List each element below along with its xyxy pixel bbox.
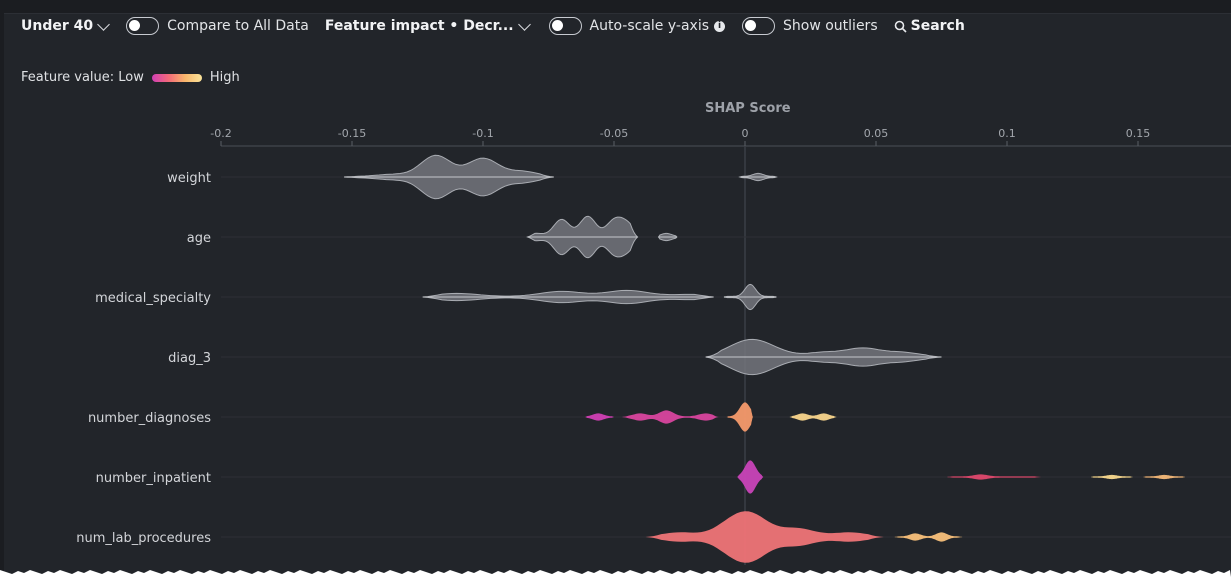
sort-label: Feature impact • Decr... [324, 18, 514, 34]
violin-shape[interactable] [585, 413, 614, 421]
compare-toggle[interactable] [126, 17, 160, 35]
legend-low-label: Feature value: Low [21, 70, 144, 85]
search-icon [894, 20, 907, 33]
feature-value-legend: Feature value: Low High [21, 70, 240, 85]
x-tick-label: -0.1 [472, 127, 493, 140]
autoscale-toggle[interactable] [548, 17, 582, 35]
legend-high-label: High [209, 70, 240, 85]
chevron-down-icon [517, 17, 531, 31]
x-tick-label: -0.05 [600, 127, 628, 140]
violin-shape[interactable] [1143, 474, 1186, 480]
toggle-knob [745, 20, 757, 31]
violin-shape[interactable] [645, 511, 884, 563]
compare-toggle-group[interactable]: Compare to All Data [126, 17, 309, 35]
toggle-knob [551, 20, 563, 31]
violin-shape[interactable] [737, 460, 764, 494]
x-tick-label: -0.15 [338, 127, 366, 140]
autoscale-toggle-group[interactable]: Auto-scale y-axis i [548, 17, 726, 35]
legend-gradient [151, 73, 202, 82]
shap-violin-plot: -0.2 -0.15 -0.1 -0.05 0 0.05 0.1 0.15 weight age m… [76, 127, 1231, 565]
x-tick-label: -0.2 [210, 127, 231, 140]
violin-shape[interactable] [1090, 474, 1133, 480]
sort-dropdown[interactable]: Feature impact • Decr... [324, 17, 531, 34]
x-tick-label: 0.15 [1126, 127, 1151, 140]
feature-label: age [187, 231, 211, 246]
outliers-toggle-group[interactable]: Show outliers [742, 17, 878, 35]
info-icon[interactable]: i [714, 20, 726, 32]
axis-title: SHAP Score [705, 101, 791, 116]
compare-label: Compare to All Data [167, 18, 309, 34]
x-tick-label: 0.1 [998, 127, 1016, 140]
autoscale-label: Auto-scale y-axis [589, 18, 710, 34]
violin-shape[interactable] [621, 410, 719, 424]
toolbar: Under 40 Compare to All Data Feature imp… [21, 16, 965, 36]
cohort-label: Under 40 [21, 18, 94, 34]
top-header-strip [0, 0, 1231, 14]
cohort-dropdown[interactable]: Under 40 [21, 17, 110, 34]
x-tick-label: 0.05 [864, 127, 889, 140]
feature-label: diag_3 [168, 351, 211, 366]
feature-label: medical_specialty [95, 291, 211, 306]
chevron-down-icon [97, 17, 110, 31]
x-tick-label: 0 [742, 127, 749, 140]
violin-shape[interactable] [726, 402, 753, 432]
outliers-toggle[interactable] [742, 17, 776, 35]
feature-label: weight [167, 171, 211, 186]
violin-shape[interactable] [946, 474, 1042, 480]
toggle-knob [129, 20, 141, 31]
search-button[interactable]: Search [894, 18, 965, 34]
left-edge-strip [0, 13, 4, 577]
search-label: Search [910, 18, 965, 34]
feature-label: num_lab_procedures [76, 531, 211, 546]
feature-label: number_inpatient [96, 471, 211, 486]
violin-shape[interactable] [894, 532, 963, 542]
outliers-label: Show outliers [783, 18, 878, 34]
violin-shape[interactable] [789, 413, 837, 421]
feature-label: number_diagnoses [88, 411, 211, 426]
torn-edge [0, 570, 1231, 577]
